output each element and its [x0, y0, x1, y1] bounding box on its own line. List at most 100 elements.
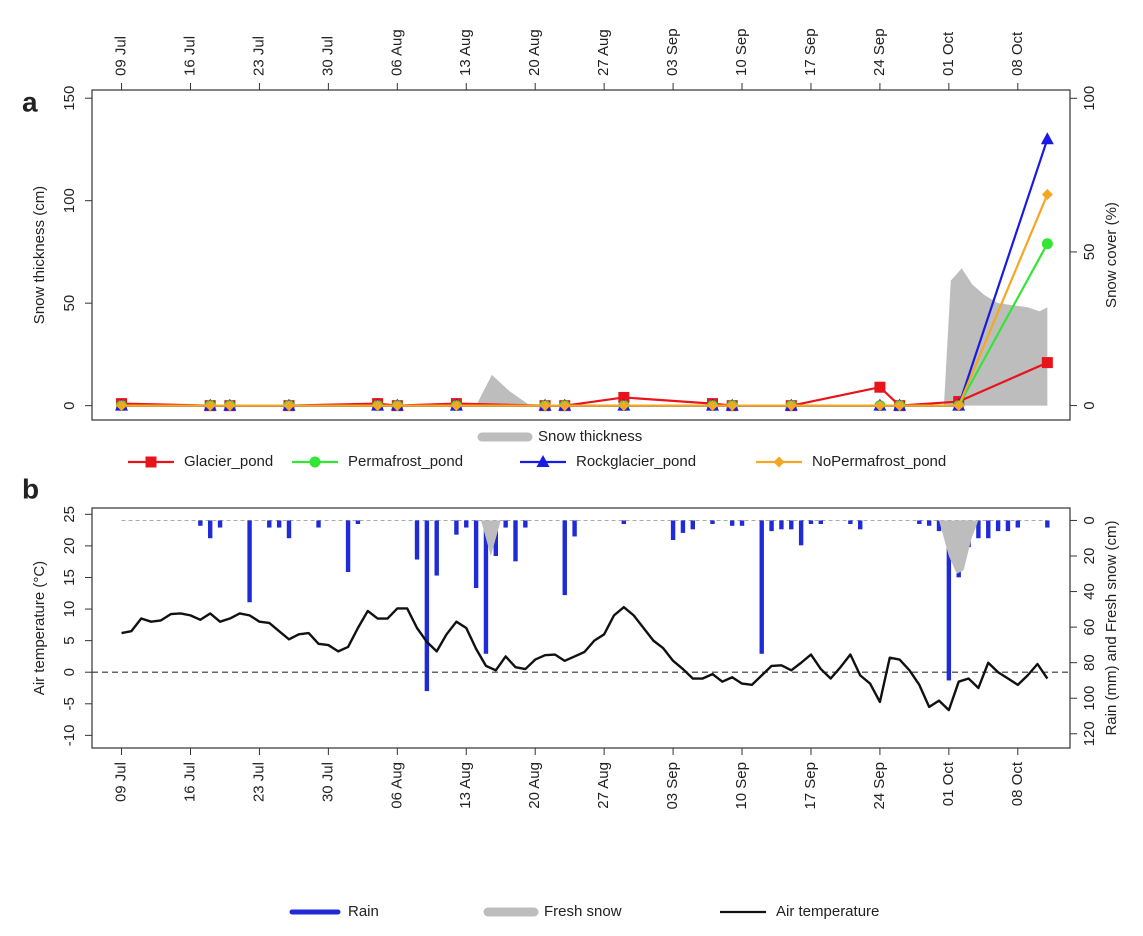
bar	[759, 520, 764, 654]
x-tick-label: 10 Sep	[733, 762, 750, 810]
x-tick-label: 06 Aug	[388, 762, 405, 809]
bar	[848, 520, 853, 524]
x-tick-label: 10 Sep	[733, 28, 750, 76]
marker	[874, 400, 886, 412]
x-tick-label: 13 Aug	[457, 762, 474, 809]
bar	[523, 520, 528, 528]
line	[121, 194, 1049, 407]
legend-label: NoPermafrost_pond	[812, 453, 946, 470]
bar	[1015, 520, 1021, 528]
bar	[729, 520, 735, 526]
marker	[283, 400, 295, 412]
x-tick-label: 27 Aug	[595, 29, 612, 76]
bar	[690, 520, 695, 530]
bar	[424, 520, 430, 692]
y-tick-label: 150	[61, 86, 78, 111]
panel-label: b	[22, 473, 39, 504]
marker	[391, 400, 403, 412]
bar	[1005, 520, 1011, 532]
bar	[946, 520, 952, 681]
bar	[572, 520, 577, 537]
marker	[618, 391, 630, 403]
x-tick-label: 06 Aug	[388, 29, 405, 76]
x-tick-label: 03 Sep	[664, 762, 681, 810]
y-tick-label: 100	[61, 188, 78, 213]
legend-label: Snow thickness	[538, 428, 642, 445]
marker	[1040, 132, 1054, 145]
marker	[1041, 357, 1053, 369]
legend-label: Air temperature	[776, 903, 879, 920]
bar	[198, 520, 203, 526]
y2-tick-label: 0	[1081, 516, 1098, 524]
legend-label: Rockglacier_pond	[576, 453, 696, 470]
x-tick-label: 20 Aug	[526, 29, 543, 76]
bar	[503, 520, 508, 528]
bar	[798, 520, 804, 546]
x-tick-label: 09 Jul	[113, 762, 130, 802]
bar	[276, 520, 282, 528]
bar	[710, 520, 715, 524]
marker	[618, 400, 630, 412]
area	[476, 268, 1048, 406]
marker	[309, 456, 321, 468]
x-tick-label: 17 Sep	[802, 28, 819, 76]
bar	[454, 520, 459, 535]
x-tick-label: 01 Oct	[940, 761, 957, 806]
x-tick-label: 23 Jul	[250, 762, 267, 802]
line	[121, 361, 1048, 407]
bar	[414, 520, 420, 560]
panel-label: a	[22, 86, 38, 117]
marker	[1041, 189, 1053, 201]
plot-frame	[91, 507, 1071, 749]
bar	[1045, 520, 1050, 528]
bar	[917, 520, 922, 524]
bar	[513, 520, 518, 562]
marker	[953, 400, 965, 412]
legend-label: Rain	[348, 903, 379, 920]
y2-tick-label: 40	[1081, 583, 1098, 600]
x-tick-label: 30 Jul	[319, 762, 336, 802]
bar	[858, 520, 863, 530]
bar	[473, 520, 479, 588]
y2-tick-label: 60	[1081, 619, 1098, 636]
bar	[936, 520, 942, 532]
bar	[680, 520, 686, 533]
x-tick-label: 01 Oct	[940, 31, 957, 76]
y-tick-label: -10	[61, 725, 78, 747]
y-tick-label: 5	[61, 636, 78, 644]
x-tick-label: 24 Sep	[871, 28, 888, 76]
bar	[986, 520, 991, 539]
bar	[818, 520, 824, 524]
x-tick-label: 08 Oct	[1009, 31, 1026, 76]
marker	[204, 400, 216, 412]
marker	[372, 400, 384, 412]
y-tick-label: 20	[61, 538, 78, 555]
marker	[450, 400, 462, 412]
y2-axis-label: Rain (mm) and Fresh snow (cm)	[1103, 520, 1120, 735]
legend-label: Glacier_pond	[184, 453, 273, 470]
y-tick-label: 25	[61, 506, 78, 523]
marker	[785, 400, 797, 412]
y2-tick-label: 50	[1081, 244, 1098, 261]
marker	[536, 455, 550, 467]
x-tick-label: 17 Sep	[802, 762, 819, 810]
bar	[670, 520, 676, 540]
bar	[355, 520, 361, 524]
bar	[464, 520, 469, 528]
x-tick-label: 27 Aug	[595, 762, 612, 809]
marker	[894, 400, 906, 412]
marker	[116, 400, 128, 412]
bar	[789, 520, 794, 530]
bar	[316, 520, 321, 528]
marker	[726, 400, 738, 412]
x-tick-label: 16 Jul	[181, 36, 198, 76]
marker	[145, 456, 157, 468]
line	[121, 605, 1049, 712]
bar	[779, 520, 784, 530]
y-axis-label: Air temperature (°C)	[31, 561, 48, 695]
bar	[247, 520, 252, 603]
bar	[808, 520, 814, 524]
y-tick-label: 50	[61, 295, 78, 312]
